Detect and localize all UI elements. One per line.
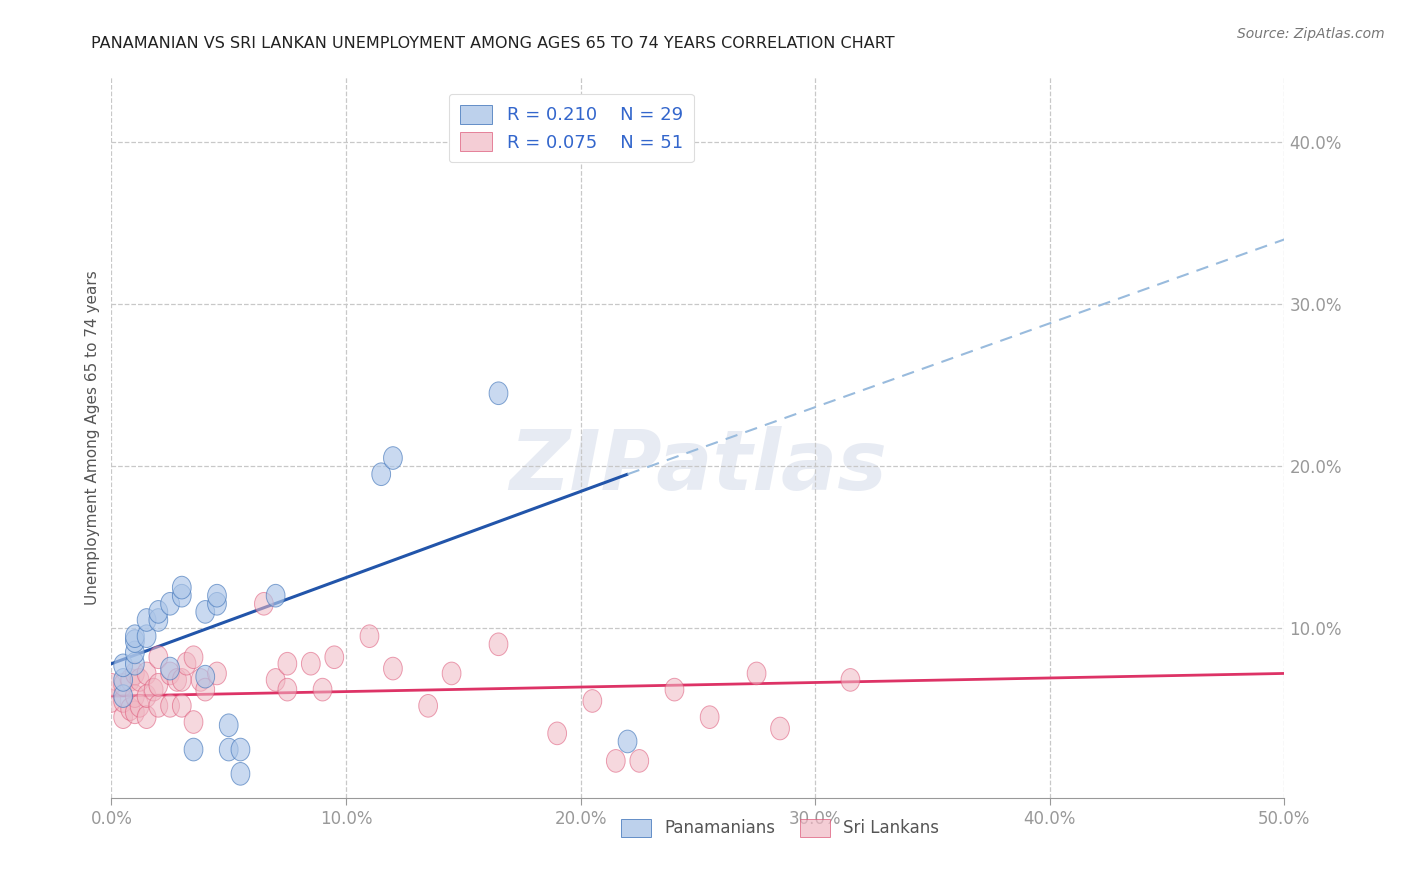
Ellipse shape — [173, 584, 191, 607]
Ellipse shape — [125, 630, 145, 652]
Ellipse shape — [700, 706, 718, 729]
Ellipse shape — [114, 685, 132, 707]
Ellipse shape — [103, 690, 121, 713]
Ellipse shape — [125, 685, 145, 707]
Ellipse shape — [125, 625, 145, 648]
Ellipse shape — [121, 698, 139, 721]
Ellipse shape — [630, 749, 648, 772]
Ellipse shape — [125, 662, 145, 685]
Ellipse shape — [231, 763, 250, 785]
Ellipse shape — [138, 685, 156, 707]
Ellipse shape — [195, 678, 215, 701]
Text: PANAMANIAN VS SRI LANKAN UNEMPLOYMENT AMONG AGES 65 TO 74 YEARS CORRELATION CHAR: PANAMANIAN VS SRI LANKAN UNEMPLOYMENT AM… — [91, 36, 896, 51]
Ellipse shape — [138, 625, 156, 648]
Legend: Panamanians, Sri Lankans: Panamanians, Sri Lankans — [614, 812, 946, 844]
Ellipse shape — [208, 592, 226, 615]
Ellipse shape — [131, 695, 149, 717]
Ellipse shape — [114, 673, 132, 696]
Ellipse shape — [167, 669, 187, 691]
Ellipse shape — [219, 714, 238, 737]
Ellipse shape — [149, 695, 167, 717]
Ellipse shape — [665, 678, 683, 701]
Ellipse shape — [114, 654, 132, 677]
Ellipse shape — [184, 711, 202, 733]
Ellipse shape — [138, 608, 156, 632]
Ellipse shape — [384, 657, 402, 680]
Ellipse shape — [131, 669, 149, 691]
Ellipse shape — [443, 662, 461, 685]
Ellipse shape — [419, 695, 437, 717]
Ellipse shape — [583, 690, 602, 713]
Ellipse shape — [770, 717, 789, 739]
Ellipse shape — [103, 673, 121, 696]
Ellipse shape — [208, 584, 226, 607]
Ellipse shape — [489, 633, 508, 656]
Ellipse shape — [149, 600, 167, 624]
Ellipse shape — [114, 669, 132, 691]
Ellipse shape — [173, 669, 191, 691]
Ellipse shape — [138, 662, 156, 685]
Ellipse shape — [371, 463, 391, 485]
Ellipse shape — [114, 706, 132, 729]
Ellipse shape — [278, 652, 297, 675]
Text: Source: ZipAtlas.com: Source: ZipAtlas.com — [1237, 27, 1385, 41]
Ellipse shape — [125, 701, 145, 723]
Ellipse shape — [184, 739, 202, 761]
Ellipse shape — [208, 662, 226, 685]
Ellipse shape — [619, 731, 637, 753]
Ellipse shape — [121, 669, 139, 691]
Ellipse shape — [489, 382, 508, 405]
Ellipse shape — [177, 652, 195, 675]
Ellipse shape — [173, 576, 191, 599]
Ellipse shape — [548, 722, 567, 745]
Ellipse shape — [254, 592, 273, 615]
Ellipse shape — [149, 673, 167, 696]
Ellipse shape — [384, 447, 402, 469]
Ellipse shape — [191, 669, 209, 691]
Ellipse shape — [195, 665, 215, 688]
Ellipse shape — [231, 739, 250, 761]
Ellipse shape — [219, 739, 238, 761]
Ellipse shape — [266, 584, 285, 607]
Ellipse shape — [160, 695, 180, 717]
Ellipse shape — [138, 706, 156, 729]
Ellipse shape — [841, 669, 860, 691]
Ellipse shape — [314, 678, 332, 701]
Ellipse shape — [360, 625, 378, 648]
Ellipse shape — [149, 608, 167, 632]
Ellipse shape — [266, 669, 285, 691]
Ellipse shape — [184, 646, 202, 669]
Ellipse shape — [145, 678, 163, 701]
Ellipse shape — [160, 657, 180, 680]
Ellipse shape — [278, 678, 297, 701]
Ellipse shape — [325, 646, 343, 669]
Ellipse shape — [125, 652, 145, 675]
Ellipse shape — [173, 695, 191, 717]
Ellipse shape — [195, 600, 215, 624]
Y-axis label: Unemployment Among Ages 65 to 74 years: Unemployment Among Ages 65 to 74 years — [86, 270, 100, 605]
Ellipse shape — [114, 690, 132, 713]
Ellipse shape — [606, 749, 626, 772]
Ellipse shape — [125, 641, 145, 664]
Ellipse shape — [301, 652, 321, 675]
Ellipse shape — [747, 662, 766, 685]
Text: ZIPatlas: ZIPatlas — [509, 426, 887, 508]
Ellipse shape — [160, 662, 180, 685]
Ellipse shape — [160, 592, 180, 615]
Ellipse shape — [149, 646, 167, 669]
